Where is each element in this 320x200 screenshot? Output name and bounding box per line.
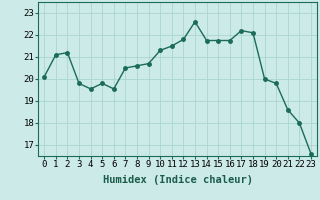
X-axis label: Humidex (Indice chaleur): Humidex (Indice chaleur) xyxy=(103,175,252,185)
